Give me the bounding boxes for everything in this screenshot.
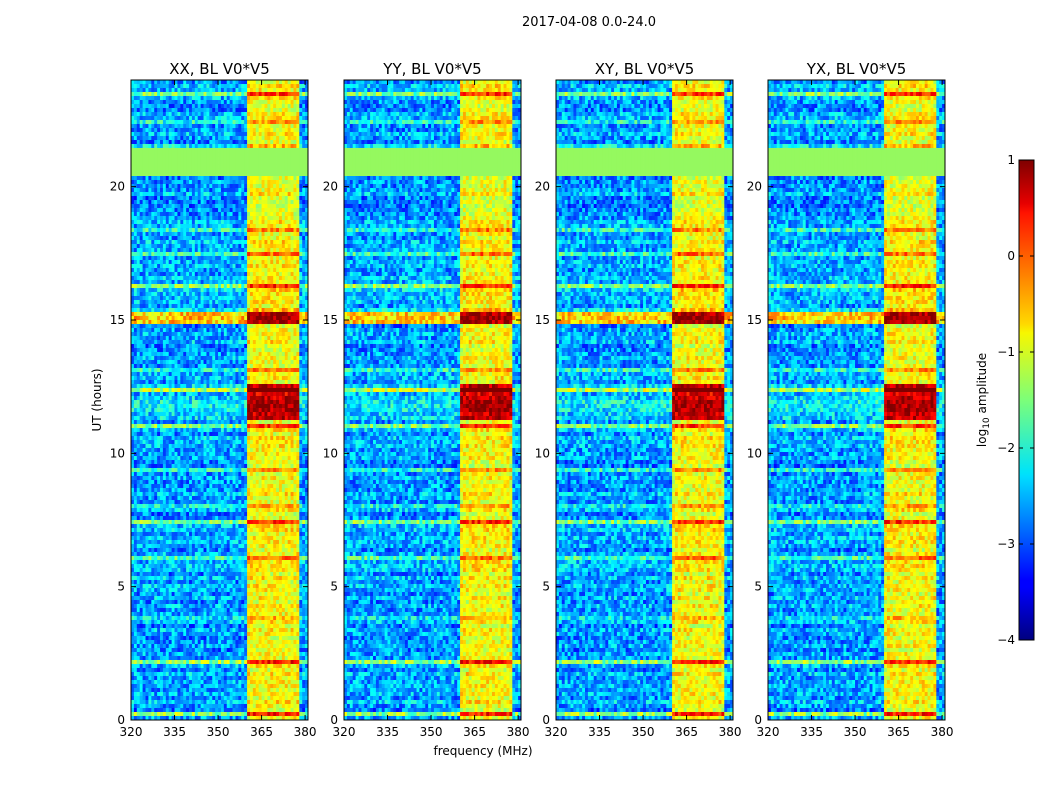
- heatmap-image: [344, 80, 521, 720]
- x-tick-label: 350: [632, 725, 655, 739]
- y-tick-label: 10: [535, 446, 550, 460]
- colorbar-tick-label: −4: [997, 633, 1015, 647]
- colorbar-tick-label: 1: [1007, 153, 1015, 167]
- x-tick-label: 365: [887, 725, 910, 739]
- x-tick-label: 350: [420, 725, 443, 739]
- panel-yy: YY, BL V0*V5 320 335 350 365 380 0 5 10 15 20: [323, 60, 530, 739]
- panel-yx: YX, BL V0*V5 320 335 350 365 380 0 5 10 15 20: [747, 60, 954, 739]
- panel-title: YY, BL V0*V5: [382, 60, 481, 78]
- colorbar-tick-label: 0: [1007, 249, 1015, 263]
- y-tick-label: 0: [754, 713, 762, 727]
- y-tick-label: 5: [330, 580, 338, 594]
- y-tick-label: 5: [117, 580, 125, 594]
- panel-title: XX, BL V0*V5: [169, 60, 270, 78]
- y-tick-label: 15: [535, 313, 550, 327]
- y-tick-label: 5: [542, 580, 550, 594]
- x-tick-label: 335: [163, 725, 186, 739]
- colorbar-tick-label: −2: [997, 441, 1015, 455]
- y-tick-label: 15: [747, 313, 762, 327]
- y-tick-label: 0: [542, 713, 550, 727]
- x-tick-label: 380: [719, 725, 742, 739]
- y-tick-label: 5: [754, 580, 762, 594]
- figure-suptitle: 2017-04-08 0.0-24.0: [522, 15, 656, 30]
- colorbar: 1 0 −1 −2 −3 −4 log10 amplitude: [975, 153, 1035, 647]
- x-tick-label: 365: [463, 725, 486, 739]
- x-tick-label: 365: [675, 725, 698, 739]
- y-tick-label: 10: [110, 446, 125, 460]
- x-axis-label: frequency (MHz): [433, 744, 532, 758]
- colorbar-label: log10 amplitude: [975, 353, 992, 447]
- panel-xy: XY, BL V0*V5 320 335 350 365 380 0 5 10 15 20: [535, 60, 742, 739]
- colorbar-tick-label: −1: [997, 345, 1015, 359]
- x-tick-label: 320: [545, 725, 568, 739]
- y-axis-label: UT (hours): [90, 368, 104, 431]
- x-tick-label: 320: [120, 725, 143, 739]
- x-tick-label: 350: [207, 725, 230, 739]
- panel-title: XY, BL V0*V5: [595, 60, 695, 78]
- y-tick-label: 20: [535, 180, 550, 194]
- x-tick-label: 335: [376, 725, 399, 739]
- panel-frame: [767, 79, 946, 721]
- y-tick-label: 0: [330, 713, 338, 727]
- heatmap-image: [768, 80, 945, 720]
- panel-frame: [343, 79, 522, 721]
- panel-xx: XX, BL V0*V5 320 335 350 365 380 0 5 10 15 20: [110, 60, 317, 739]
- x-tick-label: 350: [844, 725, 867, 739]
- y-tick-label: 20: [747, 180, 762, 194]
- y-tick-label: 15: [110, 313, 125, 327]
- y-tick-label: 0: [117, 713, 125, 727]
- x-tick-label: 380: [507, 725, 530, 739]
- heatmap-image: [556, 80, 733, 720]
- y-tick-label: 20: [323, 180, 338, 194]
- heatmap-image: [131, 80, 308, 720]
- y-tick-label: 10: [323, 446, 338, 460]
- x-tick-label: 320: [333, 725, 356, 739]
- y-tick-label: 20: [110, 180, 125, 194]
- y-tick-label: 10: [747, 446, 762, 460]
- colorbar-gradient: [1018, 159, 1035, 641]
- x-tick-label: 380: [294, 725, 317, 739]
- colorbar-tick-label: −3: [997, 537, 1015, 551]
- panel-title: YX, BL V0*V5: [806, 60, 907, 78]
- panel-frame: [130, 79, 309, 721]
- y-tick-label: 15: [323, 313, 338, 327]
- x-tick-label: 335: [588, 725, 611, 739]
- colorbar-ticks: 1 0 −1 −2 −3 −4: [997, 153, 1034, 647]
- x-tick-label: 380: [931, 725, 954, 739]
- x-tick-label: 365: [250, 725, 273, 739]
- panel-frame: [555, 79, 734, 721]
- x-tick-label: 335: [800, 725, 823, 739]
- x-tick-label: 320: [757, 725, 780, 739]
